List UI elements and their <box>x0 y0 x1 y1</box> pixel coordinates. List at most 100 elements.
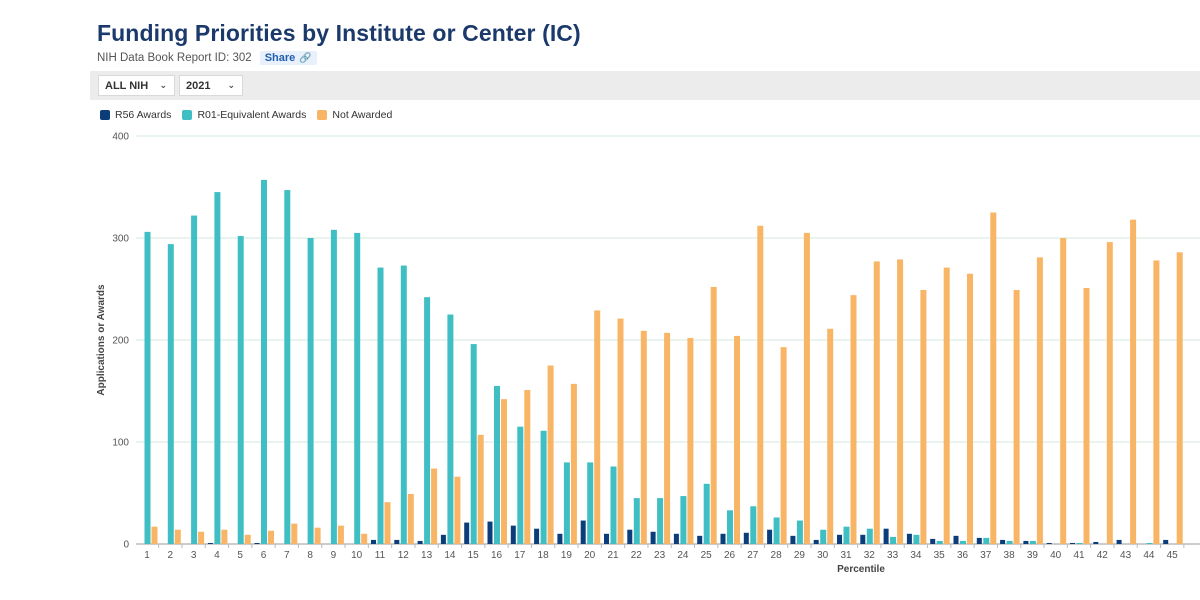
bar-r56-awards[interactable] <box>534 528 540 544</box>
legend-item-not-awarded[interactable]: Not Awarded <box>317 109 392 121</box>
bar-r56-awards[interactable] <box>720 533 726 544</box>
bar-not-awarded[interactable] <box>1153 260 1160 544</box>
bar-not-awarded[interactable] <box>1176 252 1183 544</box>
bar-not-awarded[interactable] <box>1036 257 1043 544</box>
bar-not-awarded[interactable] <box>594 310 601 544</box>
bar-r01-equivalent-awards[interactable] <box>587 462 594 544</box>
bar-r56-awards[interactable] <box>207 542 213 544</box>
bar-r01-equivalent-awards[interactable] <box>517 426 524 544</box>
bar-r01-equivalent-awards[interactable] <box>773 517 780 544</box>
bar-r01-equivalent-awards[interactable] <box>750 506 757 544</box>
bar-not-awarded[interactable] <box>920 290 927 544</box>
bar-r01-equivalent-awards[interactable] <box>843 526 850 544</box>
bar-r01-equivalent-awards[interactable] <box>866 528 873 544</box>
bar-r56-awards[interactable] <box>604 533 609 544</box>
bar-r56-awards[interactable] <box>673 533 679 544</box>
bar-not-awarded[interactable] <box>873 261 880 544</box>
bar-not-awarded[interactable] <box>268 530 274 544</box>
bar-not-awarded[interactable] <box>524 389 531 544</box>
bar-r01-equivalent-awards[interactable] <box>703 483 710 544</box>
bar-r01-equivalent-awards[interactable] <box>424 297 431 544</box>
bar-r01-equivalent-awards[interactable] <box>1146 542 1153 544</box>
bar-not-awarded[interactable] <box>967 273 973 544</box>
bar-r56-awards[interactable] <box>906 533 912 544</box>
bar-not-awarded[interactable] <box>501 399 507 544</box>
bar-r56-awards[interactable] <box>837 534 842 544</box>
bar-not-awarded[interactable] <box>384 502 391 544</box>
bar-r01-equivalent-awards[interactable] <box>377 267 384 544</box>
bar-r01-equivalent-awards[interactable] <box>330 229 337 544</box>
bar-r01-equivalent-awards[interactable] <box>657 498 664 544</box>
bar-r01-equivalent-awards[interactable] <box>237 235 244 544</box>
bar-not-awarded[interactable] <box>803 232 810 544</box>
bar-r01-equivalent-awards[interactable] <box>913 534 920 544</box>
bar-not-awarded[interactable] <box>174 529 181 544</box>
bar-not-awarded[interactable] <box>943 267 950 544</box>
bar-not-awarded[interactable] <box>477 434 484 544</box>
bar-r56-awards[interactable] <box>1070 542 1075 544</box>
bar-not-awarded[interactable] <box>407 494 414 544</box>
bar-not-awarded[interactable] <box>151 526 158 544</box>
bar-r56-awards[interactable] <box>1023 540 1029 544</box>
bar-r56-awards[interactable] <box>1093 541 1099 544</box>
bar-not-awarded[interactable] <box>1013 290 1020 544</box>
bar-r56-awards[interactable] <box>394 539 400 544</box>
bar-r01-equivalent-awards[interactable] <box>354 232 361 544</box>
bar-not-awarded[interactable] <box>1130 219 1137 544</box>
bar-not-awarded[interactable] <box>337 525 344 544</box>
bar-r56-awards[interactable] <box>976 537 982 544</box>
bar-r01-equivalent-awards[interactable] <box>447 314 454 545</box>
bar-r01-equivalent-awards[interactable] <box>890 536 897 544</box>
bar-r01-equivalent-awards[interactable] <box>610 466 617 544</box>
bar-r56-awards[interactable] <box>254 542 260 544</box>
bar-r01-equivalent-awards[interactable] <box>1006 540 1013 544</box>
bar-r01-equivalent-awards[interactable] <box>167 244 174 544</box>
bar-not-awarded[interactable] <box>640 330 647 544</box>
bar-not-awarded[interactable] <box>547 365 554 545</box>
bar-r56-awards[interactable] <box>697 535 703 544</box>
bar-r56-awards[interactable] <box>464 522 470 544</box>
bar-r01-equivalent-awards[interactable] <box>214 192 221 544</box>
bar-r56-awards[interactable] <box>371 539 376 544</box>
bar-not-awarded[interactable] <box>1106 242 1113 544</box>
share-button[interactable]: Share 🔗 <box>259 51 317 65</box>
bar-r56-awards[interactable] <box>1046 542 1052 544</box>
bar-r56-awards[interactable] <box>743 532 749 544</box>
bar-r01-equivalent-awards[interactable] <box>470 344 477 544</box>
bar-not-awarded[interactable] <box>361 533 368 544</box>
bar-not-awarded[interactable] <box>897 259 904 544</box>
bar-r01-equivalent-awards[interactable] <box>727 510 733 544</box>
bar-r56-awards[interactable] <box>510 525 516 544</box>
bar-r01-equivalent-awards[interactable] <box>191 215 198 544</box>
bar-r56-awards[interactable] <box>860 534 866 544</box>
bar-r56-awards[interactable] <box>767 529 773 544</box>
bar-not-awarded[interactable] <box>454 476 461 544</box>
bar-not-awarded[interactable] <box>244 534 251 544</box>
bar-not-awarded[interactable] <box>431 468 438 544</box>
bar-r01-equivalent-awards[interactable] <box>494 385 500 544</box>
bar-not-awarded[interactable] <box>221 529 228 544</box>
bar-not-awarded[interactable] <box>687 337 694 544</box>
bar-r01-equivalent-awards[interactable] <box>633 498 640 544</box>
bar-r56-awards[interactable] <box>650 531 656 544</box>
bar-r01-equivalent-awards[interactable] <box>796 520 803 544</box>
bar-r01-equivalent-awards[interactable] <box>284 190 291 544</box>
bar-r01-equivalent-awards[interactable] <box>563 462 570 544</box>
bar-r01-equivalent-awards[interactable] <box>1029 540 1036 544</box>
bar-r01-equivalent-awards[interactable] <box>680 496 687 544</box>
bar-not-awarded[interactable] <box>1083 287 1090 544</box>
bar-not-awarded[interactable] <box>314 527 321 544</box>
bar-not-awarded[interactable] <box>734 335 740 544</box>
bar-not-awarded[interactable] <box>664 332 671 544</box>
bar-r56-awards[interactable] <box>627 529 633 544</box>
bar-r56-awards[interactable] <box>440 534 446 544</box>
bar-not-awarded[interactable] <box>198 531 205 544</box>
bar-r56-awards[interactable] <box>580 520 586 544</box>
bar-r56-awards[interactable] <box>1163 539 1169 544</box>
bar-r56-awards[interactable] <box>790 535 796 544</box>
bar-not-awarded[interactable] <box>990 212 997 545</box>
bar-not-awarded[interactable] <box>757 225 764 544</box>
bar-r01-equivalent-awards[interactable] <box>820 529 827 544</box>
bar-r01-equivalent-awards[interactable] <box>960 540 966 544</box>
bar-r01-equivalent-awards[interactable] <box>261 179 267 545</box>
